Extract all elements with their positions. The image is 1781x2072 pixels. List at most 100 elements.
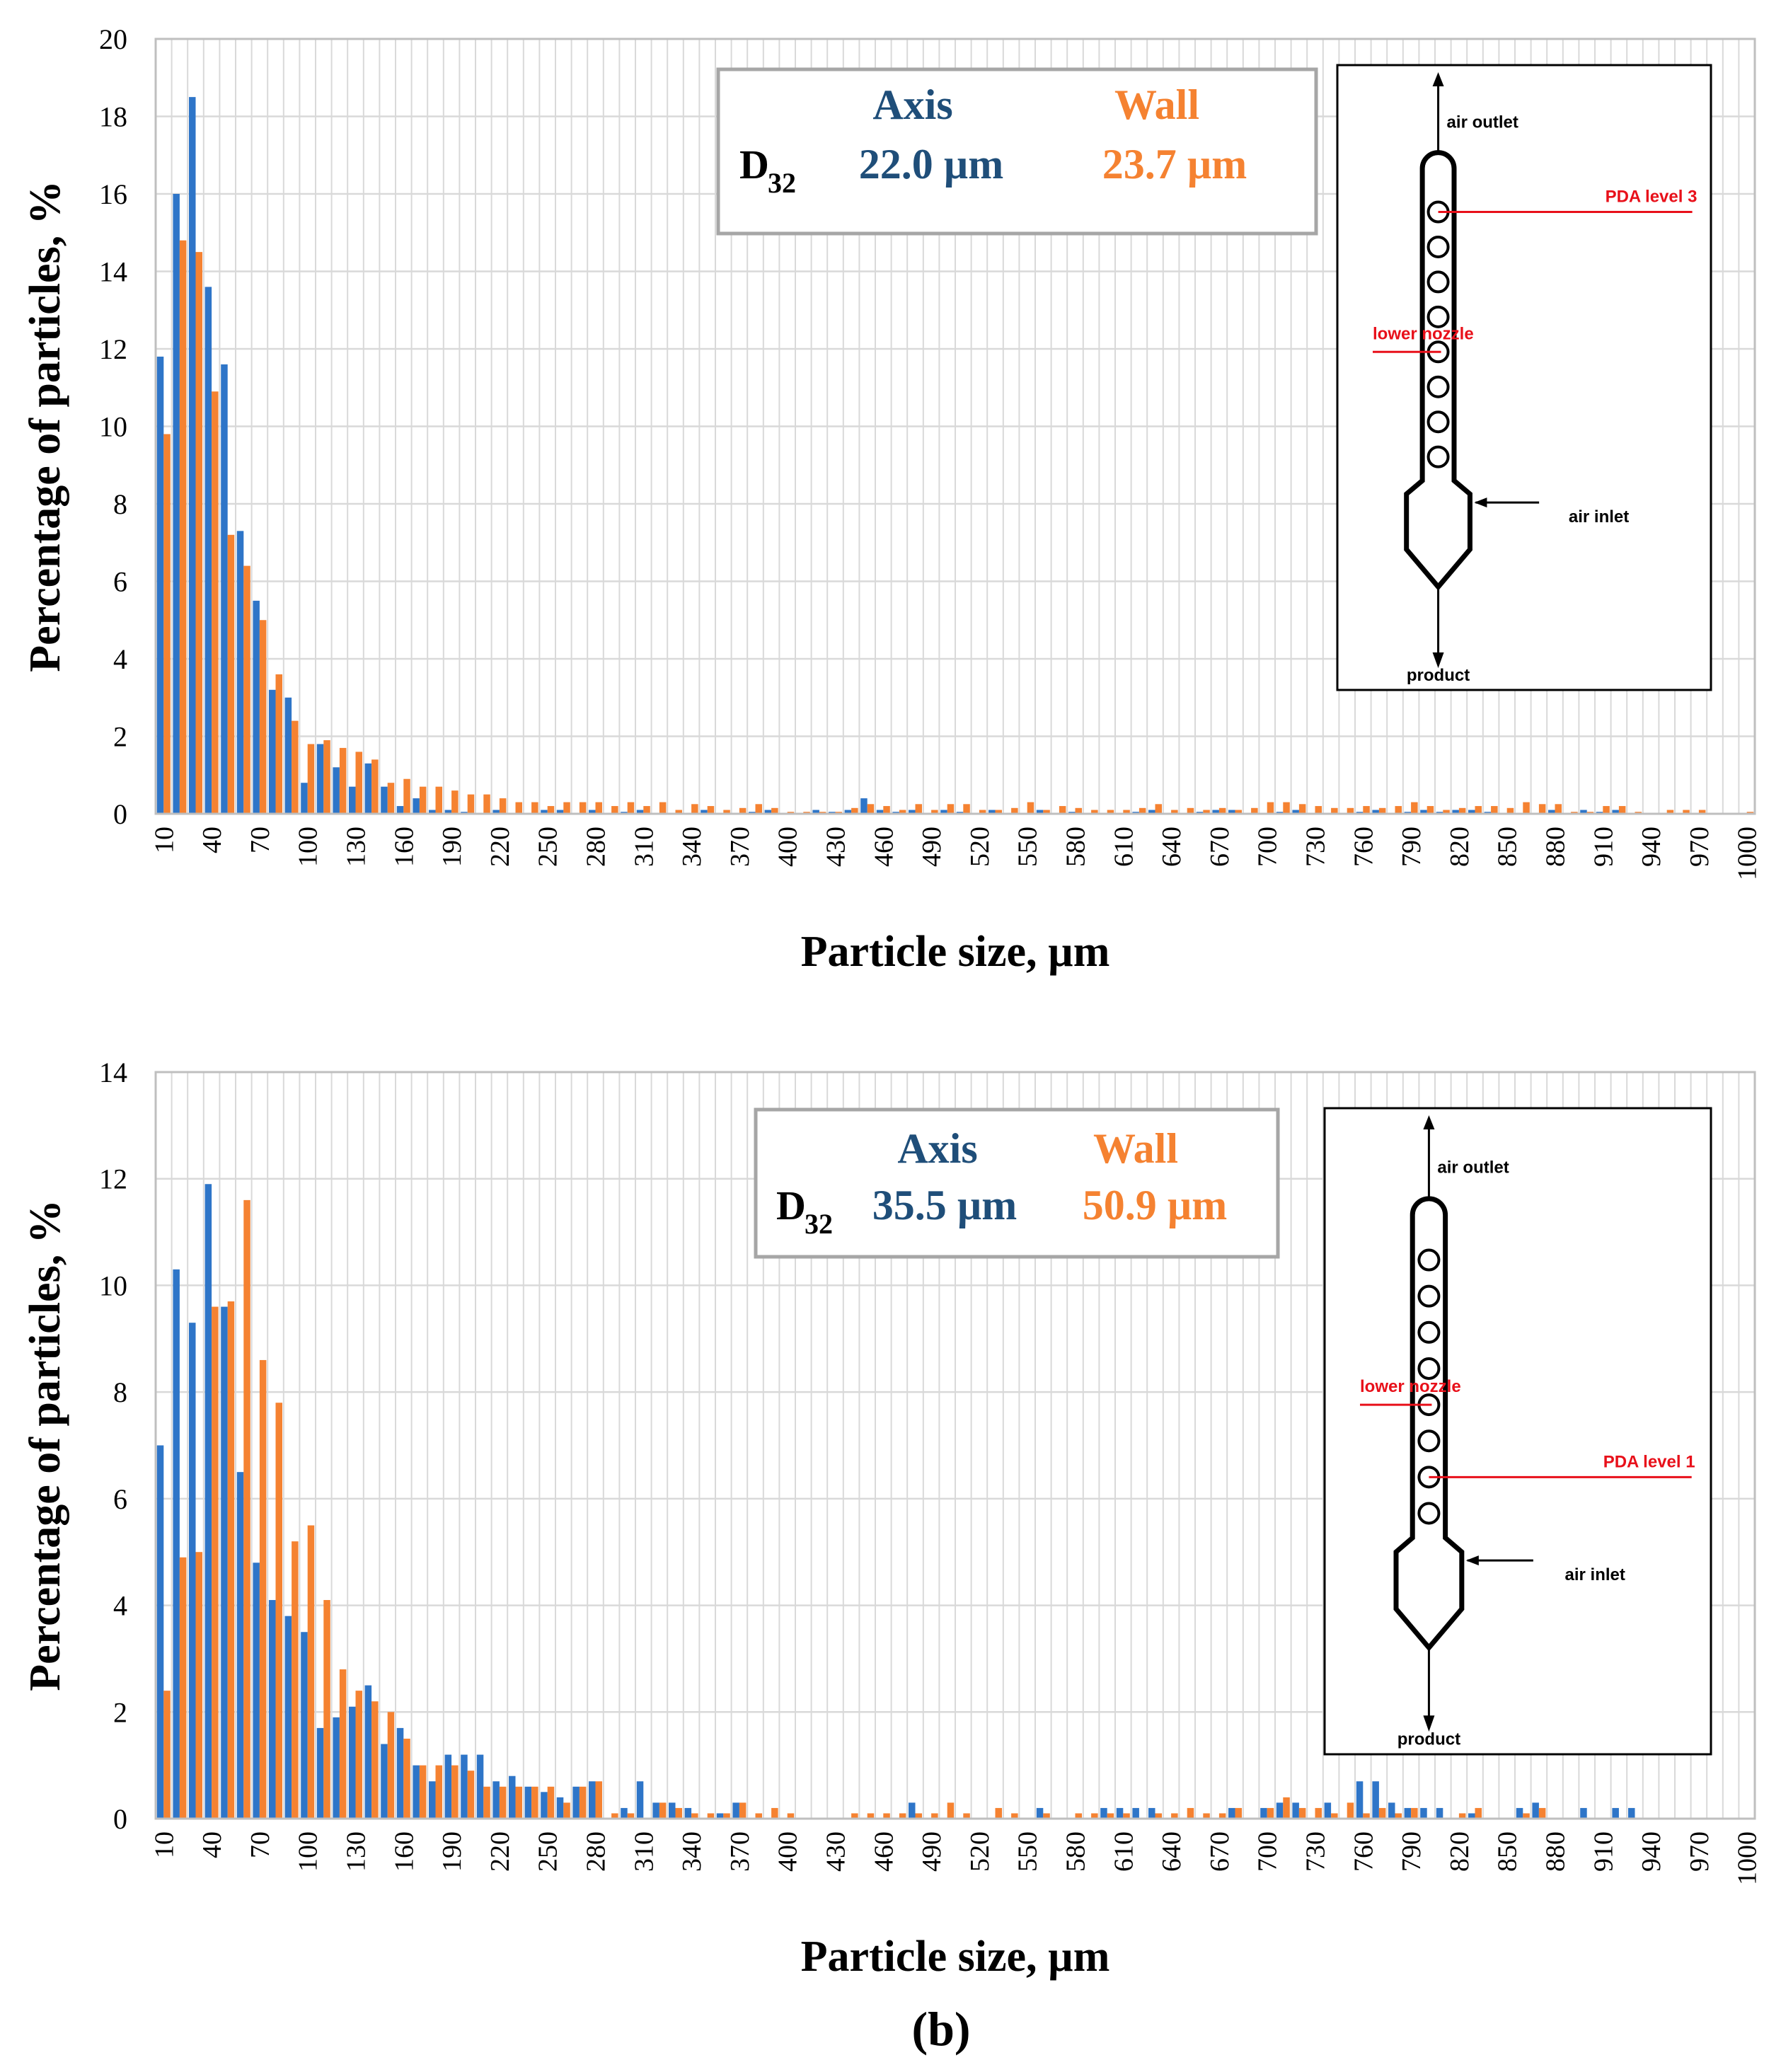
bar-axis [1404, 1807, 1412, 1819]
bar-wall [883, 806, 890, 814]
bar-wall [1203, 1813, 1210, 1819]
x-tick-label: 10 [149, 827, 179, 853]
bar-axis [492, 810, 500, 814]
bar-axis [1516, 1807, 1523, 1819]
bar-axis [1612, 810, 1619, 814]
x-tick-label: 700 [1253, 1831, 1283, 1872]
bar-axis [236, 1472, 244, 1819]
bar-axis [1276, 1802, 1284, 1819]
bar-axis [364, 763, 372, 814]
bar-axis [1356, 1781, 1364, 1819]
x-tick-label: 520 [965, 827, 995, 867]
x-tick-label: 850 [1493, 827, 1523, 867]
bar-wall [1458, 1813, 1466, 1819]
bar-axis [621, 1807, 628, 1819]
x-tick-label: 310 [629, 827, 659, 867]
bar-axis [1452, 810, 1459, 814]
bar-wall [1187, 1807, 1194, 1819]
legend-d32-label: D [776, 1182, 806, 1228]
bar-wall [1411, 1807, 1418, 1819]
inset-pda-level-label: PDA level 1 [1603, 1452, 1695, 1471]
bar-axis [541, 810, 548, 814]
bar-axis [652, 1802, 659, 1819]
bar-wall [212, 1306, 219, 1819]
x-tick-label: 370 [725, 827, 755, 867]
bar-wall [627, 802, 635, 814]
bar-wall [1171, 1813, 1178, 1819]
x-tick-label: 400 [773, 1831, 803, 1872]
bar-axis [189, 97, 196, 815]
bar-wall [451, 790, 459, 814]
x-tick-label: 520 [965, 1831, 995, 1872]
y-tick-label: 14 [99, 1057, 127, 1088]
nozzle-level-circle [1417, 1248, 1441, 1272]
bar-wall [1283, 1797, 1290, 1819]
x-tick-label: 310 [629, 1831, 659, 1872]
bar-wall [1411, 802, 1418, 814]
bar-wall [403, 778, 410, 814]
bar-wall [339, 747, 347, 814]
bar-wall [355, 752, 362, 814]
bar-wall [723, 1813, 730, 1819]
x-tick-label: 730 [1301, 1831, 1331, 1872]
bar-wall [1298, 804, 1306, 814]
bar-wall [419, 1765, 427, 1819]
bar-wall [387, 1712, 395, 1819]
bar-axis [636, 1781, 644, 1819]
bar-wall [499, 798, 507, 814]
y-tick-label: 18 [99, 101, 127, 133]
bar-wall [339, 1669, 347, 1819]
bar-axis [1372, 810, 1379, 814]
bar-axis [221, 364, 228, 814]
bar-wall [1155, 804, 1162, 814]
bar-axis [1468, 810, 1475, 814]
bar-wall [483, 794, 490, 815]
bar-wall [723, 810, 730, 814]
bar-wall [179, 240, 187, 814]
bar-axis [156, 1445, 164, 1819]
bar-wall [323, 1600, 330, 1819]
y-axis-title: Percentage of particles, % [21, 1199, 69, 1691]
x-tick-label: 430 [822, 1831, 851, 1872]
bar-wall [403, 1738, 410, 1819]
bar-axis [684, 1807, 692, 1819]
bar-wall [1331, 1813, 1338, 1819]
bar-axis [1036, 1807, 1044, 1819]
bar-axis [732, 1802, 739, 1819]
bar-axis [716, 1813, 724, 1819]
x-tick-label: 580 [1061, 1831, 1091, 1872]
x-tick-label: 670 [1205, 827, 1235, 867]
bar-wall [275, 674, 282, 814]
x-tick-label: 70 [246, 827, 275, 853]
bar-axis [1148, 1807, 1155, 1819]
x-tick-label: 130 [342, 827, 371, 867]
bar-wall [1363, 806, 1370, 814]
nozzle-level-circle [1417, 1429, 1441, 1453]
bar-axis [429, 1781, 436, 1819]
bar-wall [915, 804, 922, 814]
bar-axis [301, 783, 308, 814]
bar-axis [316, 744, 324, 814]
x-tick-label: 190 [437, 827, 467, 867]
bar-wall [643, 806, 650, 814]
x-tick-label: 460 [869, 827, 899, 867]
bar-wall [1698, 810, 1706, 814]
x-tick-label: 340 [677, 1831, 707, 1872]
x-tick-label: 700 [1253, 827, 1283, 867]
bar-axis [572, 1786, 580, 1819]
x-tick-label: 580 [1061, 827, 1091, 867]
bar-wall [1027, 802, 1034, 814]
bar-wall [771, 1807, 778, 1819]
inset-air-inlet-label: air inlet [1569, 507, 1629, 526]
bar-wall [547, 806, 555, 814]
x-axis-title: Particle size, µm [801, 928, 1110, 976]
bar-axis [204, 287, 212, 814]
x-tick-label: 640 [1157, 1831, 1187, 1872]
x-tick-label: 970 [1685, 827, 1714, 867]
bar-wall [1363, 1813, 1370, 1819]
bar-wall [355, 1691, 362, 1819]
x-tick-label: 610 [1109, 827, 1139, 867]
bar-wall [1283, 802, 1290, 814]
bar-axis [860, 798, 868, 814]
inset-air-outlet-label: air outlet [1447, 113, 1518, 132]
